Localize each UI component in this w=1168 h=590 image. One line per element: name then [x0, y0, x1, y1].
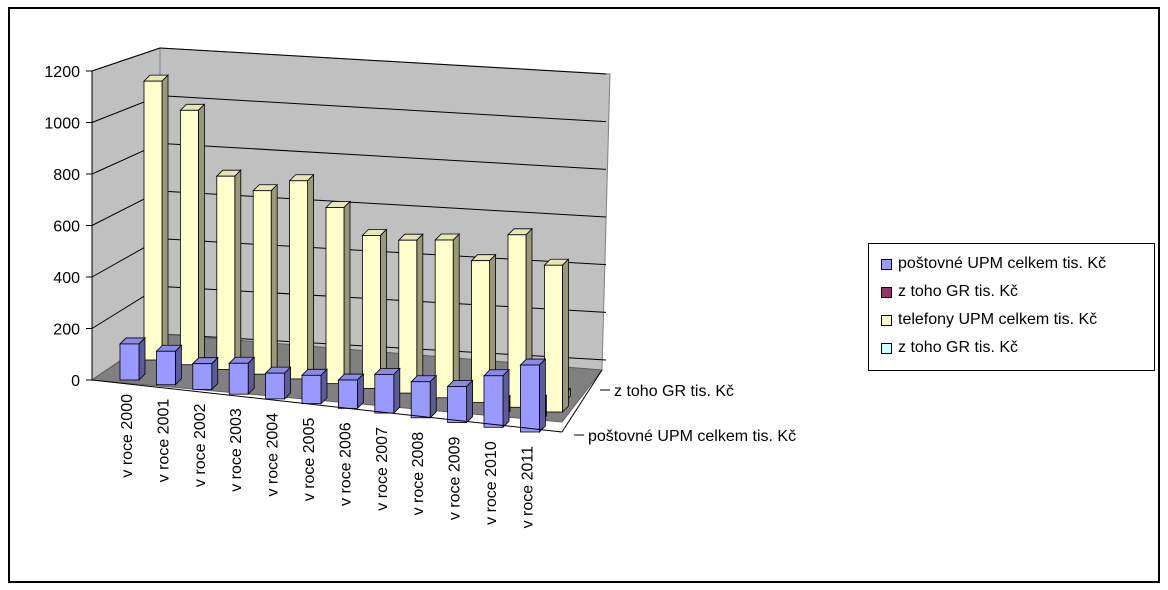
x-tick-label: v roce 2007	[374, 427, 391, 511]
bar	[325, 207, 345, 385]
legend-item: z toho GR tis. Kč	[881, 278, 1148, 306]
legend-swatch	[881, 314, 892, 326]
bar	[361, 235, 381, 389]
legend-label: z toho GR tis. Kč	[898, 339, 1019, 356]
bar-side	[502, 368, 510, 429]
gridline	[159, 47, 607, 75]
x-tick-label: v roce 2002	[192, 403, 209, 487]
x-tick-label: v roce 2011	[519, 446, 536, 529]
legend-swatch	[881, 342, 892, 354]
bar	[447, 386, 468, 423]
bar-side	[307, 173, 315, 380]
y-tick-label: 800	[53, 167, 80, 184]
bar-side	[356, 373, 364, 410]
bar	[483, 375, 504, 428]
bar	[192, 363, 213, 390]
bar	[337, 379, 358, 409]
x-tick-label: v roce 2003	[228, 408, 245, 492]
y-tick-label: 1200	[44, 64, 80, 81]
legend-label: poštovné UPM celkem tis. Kč	[898, 255, 1107, 272]
bar	[216, 175, 236, 370]
x-tick-label: v roce 2006	[337, 422, 354, 506]
bar-side	[320, 368, 328, 405]
bar-side	[343, 200, 351, 385]
x-tick-label: v roce 2009	[447, 436, 464, 520]
x-tick-label: v roce 2001	[155, 399, 172, 483]
bar	[119, 343, 140, 381]
z-tick-label: poštovné UPM celkem tis. Kč	[588, 428, 796, 445]
gridline	[91, 47, 161, 72]
y-tick-label: 1000	[44, 116, 80, 133]
bar	[265, 372, 286, 400]
y-tick-label: 400	[53, 270, 80, 287]
bar	[471, 260, 491, 403]
bar-side	[429, 374, 437, 419]
bar-side	[234, 169, 242, 371]
legend-swatch	[881, 286, 892, 298]
bar	[155, 350, 176, 386]
legend-item: poštovné UPM celkem tis. Kč	[881, 250, 1148, 278]
bar-side	[452, 233, 460, 399]
bar	[519, 364, 540, 433]
bar-side	[562, 258, 569, 413]
bar	[228, 362, 249, 395]
gridline	[159, 142, 607, 170]
bar	[301, 374, 322, 405]
bar	[374, 374, 395, 414]
gridline	[159, 95, 607, 123]
bar	[544, 264, 563, 413]
legend-swatch	[881, 258, 892, 270]
bar-side	[138, 336, 146, 381]
bar	[410, 381, 431, 419]
y-tick-label: 0	[71, 373, 80, 390]
z-axis-line	[561, 369, 603, 433]
legend-item: z toho GR tis. Kč	[881, 334, 1148, 362]
y-tick-label: 200	[53, 322, 80, 339]
bar	[179, 109, 199, 366]
chart-plot: 0 200 400 600 800 1000 1200 v roce 2000 v roce …	[44, 47, 796, 529]
bar-side	[211, 356, 219, 391]
x-tick-label: v roce 2000	[119, 394, 136, 478]
bar-side	[284, 366, 292, 400]
legend: poštovné UPM celkem tis. Kč z toho GR ti…	[868, 243, 1155, 371]
x-axis-line	[91, 379, 563, 433]
legend-item: telefony UPM celkem tis. Kč	[881, 306, 1148, 334]
bar-side	[466, 379, 474, 424]
x-tick-label: v roce 2004	[265, 413, 282, 497]
bar-side	[539, 358, 546, 433]
legend-label: telefony UPM celkem tis. Kč	[898, 311, 1098, 328]
bar	[289, 180, 309, 380]
x-tick-label: v roce 2008	[410, 432, 427, 516]
x-tick-label: v roce 2005	[301, 418, 318, 502]
bar-side	[197, 103, 205, 366]
bar-side	[379, 228, 387, 390]
y-tick-label: 600	[53, 219, 80, 236]
bar	[143, 80, 163, 361]
legend-label: z toho GR tis. Kč	[898, 283, 1019, 300]
bar	[434, 239, 454, 399]
bar-side	[161, 74, 169, 361]
bar-side	[393, 367, 401, 415]
bar-side	[270, 183, 278, 376]
bar-side	[247, 356, 255, 396]
bar	[398, 239, 418, 394]
bar-side	[174, 344, 182, 386]
bar	[252, 190, 272, 375]
bar-side	[416, 233, 424, 395]
z-tick-label: z toho GR tis. Kč	[614, 383, 734, 400]
x-tick-label: v roce 2010	[483, 441, 500, 525]
